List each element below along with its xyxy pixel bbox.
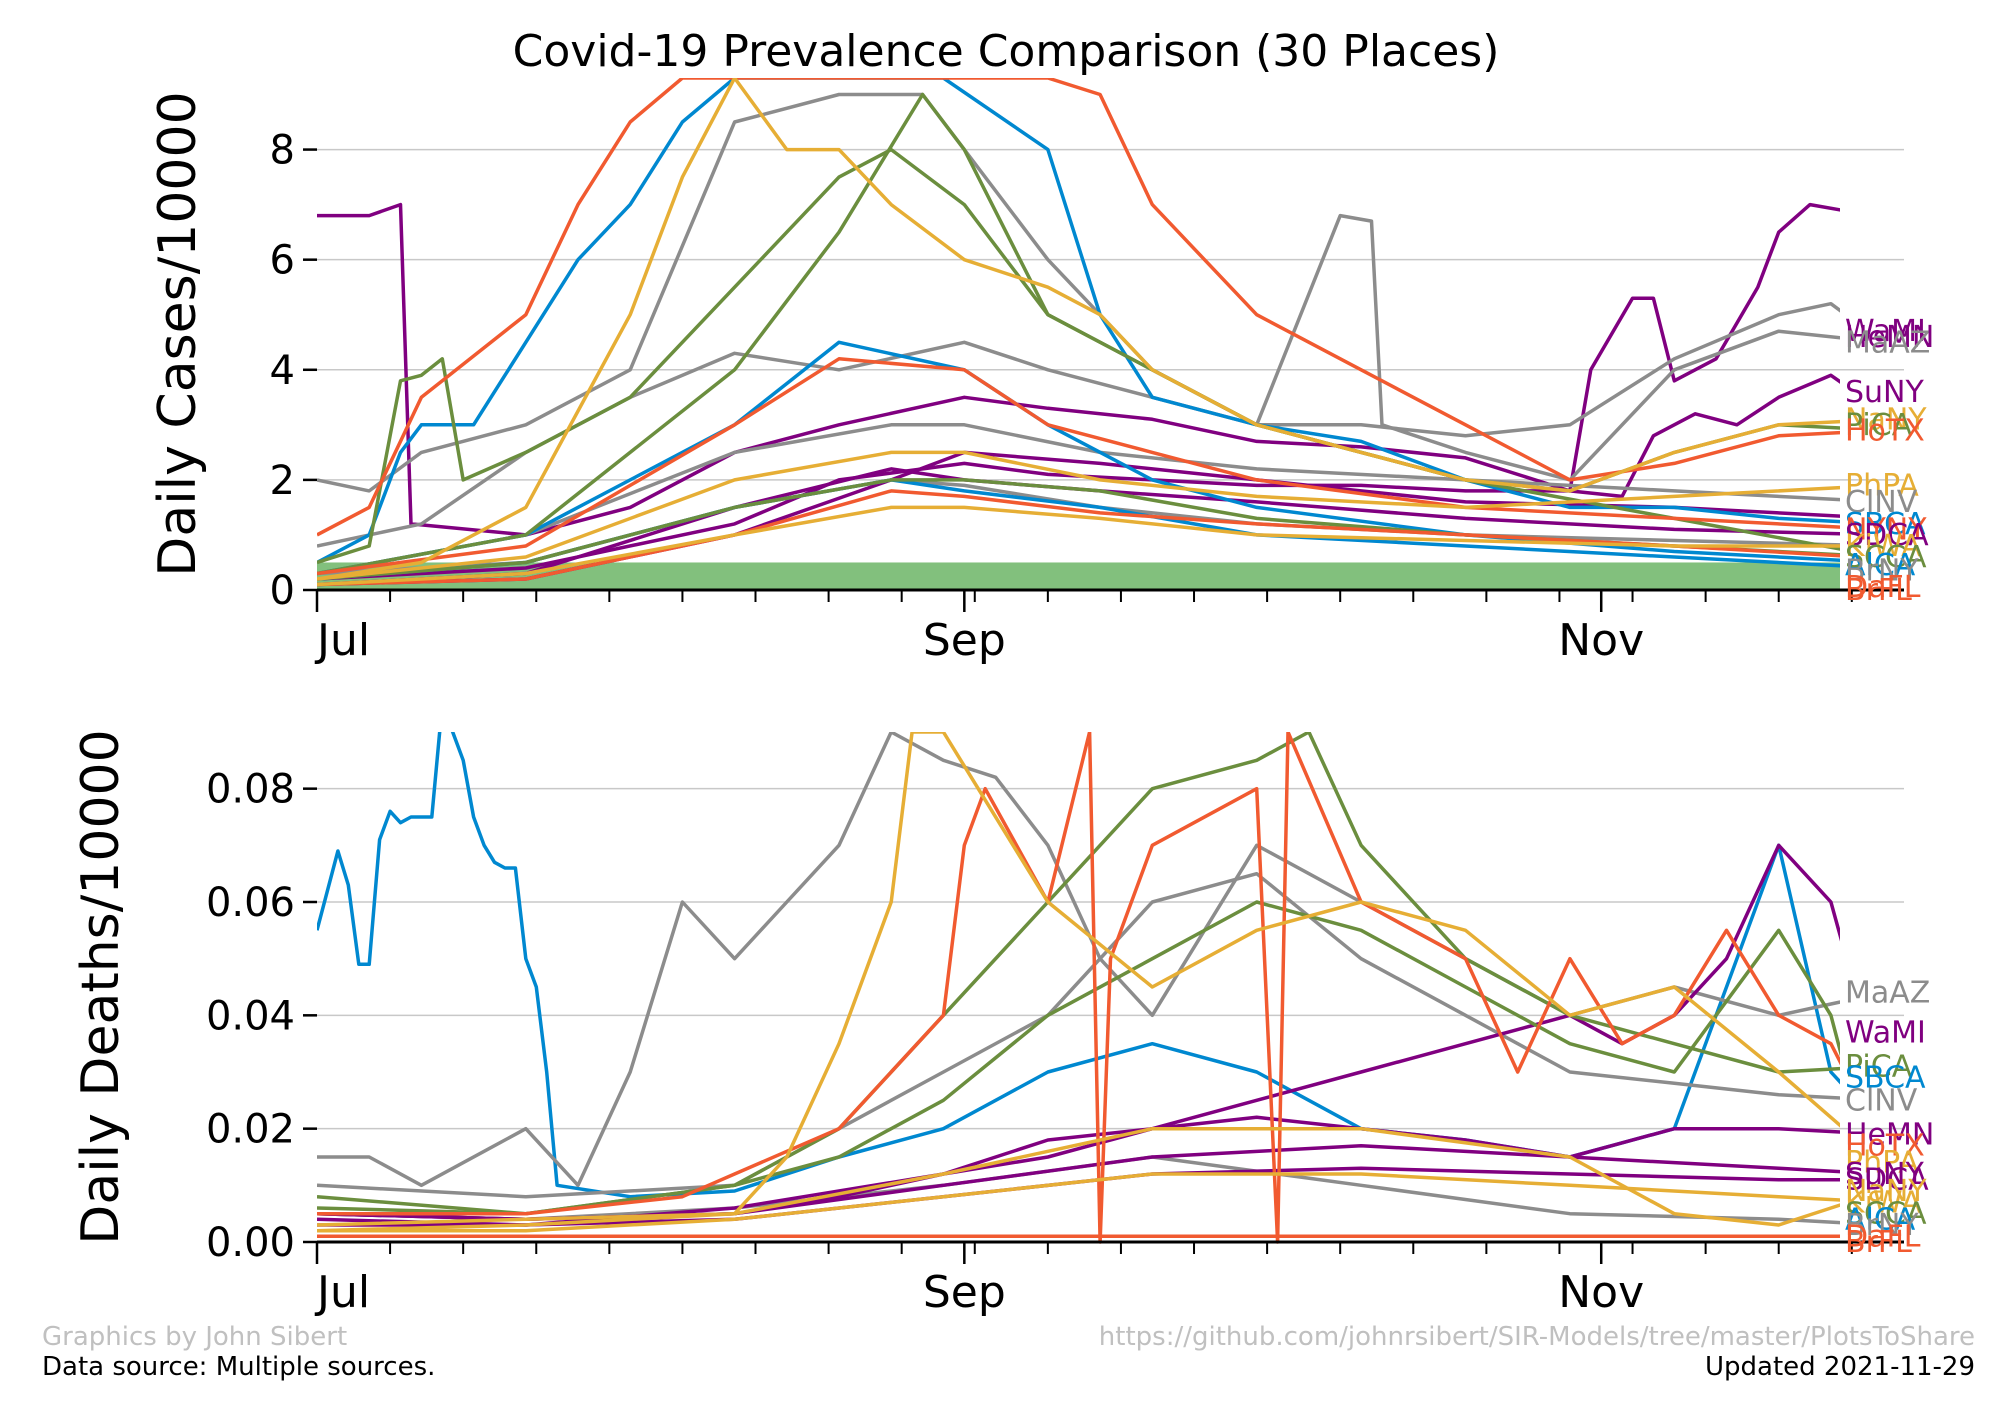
series-line [317, 147, 1840, 565]
x-tick-label: Jul [314, 1267, 370, 1318]
y-tick-label: 6 [270, 238, 295, 284]
x-tick-label: Sep [923, 1267, 1006, 1318]
cases-panel: 0 2 4 6 8 Jul Sep Nov Daily Cases/10000 WaMIHeMNM… [148, 78, 1934, 666]
y-tick-label: 0.04 [206, 993, 295, 1039]
series-end-label: BrFL [1845, 573, 1912, 608]
series-line [317, 423, 1840, 576]
series-end-label: WaMI [1845, 1015, 1926, 1050]
series-end-label: WaMI [1845, 314, 1926, 349]
series-line [317, 78, 1840, 565]
y-tick-label: 8 [270, 128, 295, 174]
series-end-label: SBCA [1845, 1061, 1926, 1096]
series-end-label: HeMN [1845, 320, 1934, 355]
series-line [317, 1126, 1840, 1233]
series-end-label: SDCA [1845, 1163, 1929, 1198]
series-line [317, 78, 1840, 581]
series-line [317, 732, 1840, 1199]
series-end-label: SDCA [1845, 518, 1929, 553]
series-end-label: PhPA [1845, 468, 1919, 503]
y-tick-label: 0 [270, 568, 295, 614]
series-line [317, 78, 1840, 537]
series-end-label: BrNY [1845, 554, 1919, 589]
series-line [317, 202, 1840, 537]
y-tick-label: 0.00 [206, 1220, 295, 1266]
series-end-label: SuNY [1845, 375, 1924, 410]
x-tick-label: Jul [314, 615, 370, 666]
series-end-label: NaNY [1845, 402, 1927, 437]
series-end-label: HoTX [1845, 413, 1925, 448]
y-tick-label: 2 [270, 458, 295, 504]
series-line [317, 732, 1840, 1244]
chart-title: Covid-19 Prevalence Comparison (30 Place… [513, 26, 1500, 77]
series-line [317, 92, 1840, 576]
series-line [317, 1115, 1840, 1227]
series-end-label: AlCA [1845, 1202, 1916, 1237]
series-end-label: PhPA [1845, 1146, 1919, 1181]
series-end-label: MaAZ [1845, 325, 1930, 360]
y-tick-label: 4 [270, 348, 295, 394]
series-end-label: KiWA [1845, 529, 1922, 564]
x-tick-label: Nov [1558, 1267, 1644, 1318]
series-line [317, 732, 1840, 1227]
series-end-label: SCCA [1845, 540, 1927, 575]
series-line [317, 843, 1840, 1222]
series-end-label: PiCA [1845, 1049, 1913, 1084]
x-tick-label: Sep [923, 615, 1006, 666]
series-end-label: DaFL [1845, 1219, 1921, 1254]
series-end-label: SCCA [1845, 1197, 1927, 1232]
data-source-text: Data source: Multiple sources. [42, 1352, 436, 1382]
x-tick-label: Nov [1558, 615, 1644, 666]
series-end-label: BrFL [1845, 1225, 1912, 1260]
series-end-label: NYNY [1845, 512, 1927, 547]
series-end-label: HoTX [1845, 1129, 1925, 1164]
series-line [317, 357, 1840, 576]
series-line [317, 450, 1840, 581]
series-end-label: SBCA [1845, 507, 1926, 542]
series-line [317, 92, 1840, 493]
series-end-label: BrNY [1845, 1208, 1919, 1243]
series-end-label: PiCA [1845, 408, 1913, 443]
y-tick-label: 0.08 [206, 767, 295, 813]
source-url[interactable]: https://github.com/johnrsibert/SIR-Model… [1098, 1322, 1975, 1352]
series-line [317, 505, 1840, 587]
series-end-label: HeMN [1845, 1117, 1934, 1152]
series-end-label: ClNV [1845, 485, 1918, 520]
y-tick-label: 0.02 [206, 1107, 295, 1153]
deaths-panel: 0.00 0.02 0.04 0.06 0.08 Jul Sep Nov Daily Death… [71, 729, 1934, 1318]
y-axis-label: Daily Deaths/10000 [71, 729, 131, 1244]
series-end-label: KiWA [1845, 1185, 1922, 1220]
y-tick-label: 0.06 [206, 880, 295, 926]
series-end-label: SuNY [1845, 1157, 1924, 1192]
series-end-label: AlCA [1845, 548, 1916, 583]
series-end-label: MaAZ [1845, 976, 1930, 1011]
series-end-label: ClNV [1845, 1083, 1918, 1118]
updated-date: Updated 2021-11-29 [1704, 1352, 1975, 1382]
reference-band [317, 562, 1840, 590]
series-end-label: DaFL [1845, 570, 1921, 605]
series-line [317, 1172, 1840, 1233]
y-axis-label: Daily Cases/10000 [148, 91, 208, 576]
credit-text: Graphics by John Sibert [42, 1322, 348, 1352]
series-end-label: NaNY [1845, 1174, 1927, 1209]
